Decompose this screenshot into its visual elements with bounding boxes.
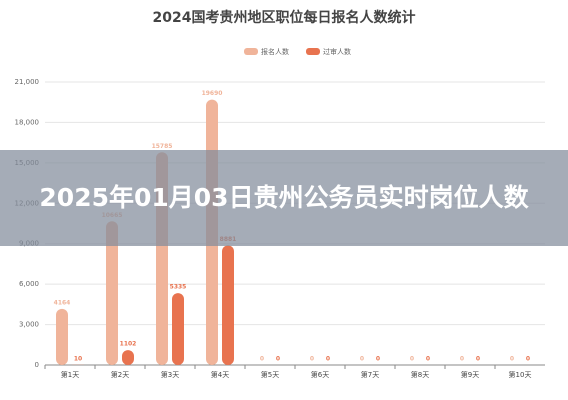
x-tick-label: 第1天 bbox=[61, 370, 79, 379]
data-label: 0 bbox=[260, 356, 264, 363]
data-label: 0 bbox=[276, 356, 280, 363]
x-tick-label: 第10天 bbox=[509, 370, 532, 379]
data-label: 0 bbox=[510, 356, 514, 363]
x-tick-label: 第8天 bbox=[411, 370, 429, 379]
y-tick-label: 18,000 bbox=[15, 118, 40, 126]
x-tick-label: 第7天 bbox=[361, 370, 379, 379]
legend-swatch bbox=[306, 48, 320, 55]
x-tick-label: 第4天 bbox=[211, 370, 229, 379]
legend-label: 报名人数 bbox=[261, 47, 289, 56]
data-label: 15785 bbox=[152, 143, 173, 150]
x-tick-label: 第9天 bbox=[461, 370, 479, 379]
bar bbox=[172, 293, 184, 365]
data-label: 4164 bbox=[54, 299, 71, 306]
chart-title: 2024国考贵州地区职位每日报名人数统计 bbox=[153, 9, 416, 26]
data-label: 0 bbox=[376, 356, 380, 363]
data-label: 0 bbox=[526, 356, 530, 363]
data-label: 19690 bbox=[202, 90, 223, 97]
data-label: 0 bbox=[310, 356, 314, 363]
banner-text: 2025年01月03日贵州公务员实时岗位人数 bbox=[39, 183, 529, 212]
x-tick-label: 第6天 bbox=[311, 370, 329, 379]
x-tick-label: 第3天 bbox=[161, 370, 179, 379]
y-tick-label: 3,000 bbox=[19, 321, 39, 329]
data-label: 0 bbox=[360, 356, 364, 363]
data-label: 5335 bbox=[170, 284, 187, 291]
x-tick-label: 第5天 bbox=[261, 370, 279, 379]
data-label: 0 bbox=[410, 356, 414, 363]
bar bbox=[56, 308, 68, 365]
y-tick-label: 0 bbox=[35, 361, 39, 369]
bar bbox=[122, 350, 134, 365]
data-label: 0 bbox=[476, 356, 480, 363]
bar bbox=[222, 245, 234, 365]
x-tick-label: 第2天 bbox=[111, 370, 129, 379]
data-label: 0 bbox=[426, 356, 430, 363]
data-label: 0 bbox=[326, 356, 330, 363]
legend-label: 过审人数 bbox=[323, 47, 351, 56]
y-tick-label: 6,000 bbox=[19, 280, 39, 288]
data-label: 1102 bbox=[120, 341, 137, 348]
bar bbox=[106, 221, 118, 365]
data-label: 10 bbox=[74, 355, 82, 362]
y-tick-label: 21,000 bbox=[15, 78, 40, 86]
banner: 2025年01月03日贵州公务员实时岗位人数 bbox=[0, 150, 568, 246]
legend-swatch bbox=[244, 48, 258, 55]
data-label: 0 bbox=[460, 356, 464, 363]
